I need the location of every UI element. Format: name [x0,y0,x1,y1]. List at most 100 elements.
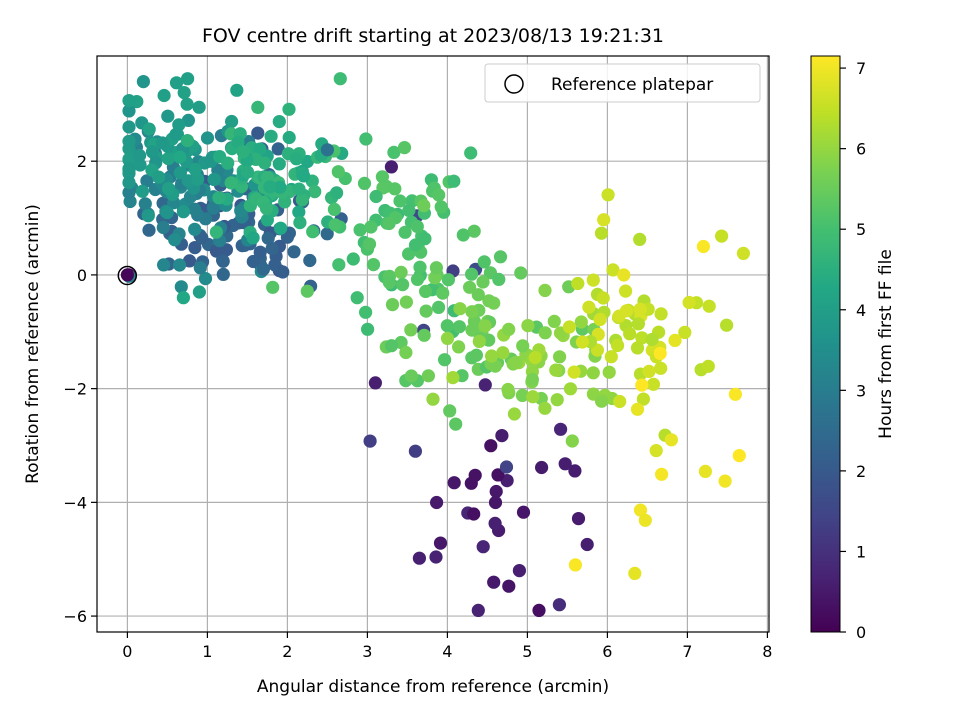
colorbar-tick-label: 6 [856,140,866,159]
data-point [287,245,301,259]
data-point [327,202,341,216]
data-point [472,334,486,348]
data-point [654,361,668,375]
data-point [122,134,136,148]
data-point [446,371,460,385]
colorbar-tick-label: 1 [856,542,866,561]
data-point [320,227,334,241]
data-point [736,246,751,260]
data-point [489,484,503,499]
data-point [209,225,223,239]
data-point [224,176,238,190]
data-point [289,152,303,166]
y-tick-label: −2 [63,380,87,399]
data-point [419,304,433,318]
data-point [678,325,692,339]
data-point [141,209,155,223]
data-point [412,551,426,565]
data-point [432,300,446,314]
colorbar-tick-label: 7 [856,59,866,78]
data-point [532,603,546,618]
data-point [410,272,425,286]
data-point [402,247,416,261]
data-point [350,291,364,305]
data-point [272,115,286,129]
data-point [387,145,401,159]
data-point [368,376,382,390]
data-point [265,242,279,256]
data-point [633,232,647,246]
data-point [161,109,175,123]
data-point [646,377,661,391]
data-point [274,221,288,235]
data-point [668,333,682,347]
data-point [122,162,136,176]
data-point [552,598,567,612]
data-point [193,261,207,275]
data-point [467,507,481,521]
data-point [182,254,197,268]
data-point [465,323,479,337]
data-point [550,393,564,407]
data-point [382,275,396,290]
data-point [221,156,235,170]
colorbar-tick-label: 4 [856,301,866,320]
data-point [200,131,215,145]
data-point [375,170,389,184]
legend: Reference platepar [484,63,761,103]
data-point [628,566,642,581]
data-point [604,350,618,364]
legend-box [484,63,761,103]
data-point [601,188,615,202]
x-tick-label: 4 [442,642,452,661]
data-point [388,182,402,196]
data-point [452,320,466,334]
data-point [169,76,184,90]
data-point [493,250,508,264]
data-point [502,322,516,336]
data-point [366,258,381,272]
data-point [485,349,499,363]
data-point [273,180,287,194]
data-point [499,460,514,474]
data-point [195,231,209,245]
data-point [251,126,265,140]
colorbar-label: Hours from first FF file [876,249,896,439]
data-point [496,346,510,360]
data-point [417,199,431,213]
data-point [440,331,455,345]
data-point [363,434,377,448]
data-point [216,254,230,268]
data-point [593,312,607,327]
data-point [447,174,461,188]
data-point [397,141,412,155]
data-point [421,369,435,383]
data-point [487,296,501,310]
data-point [702,299,716,313]
data-point [574,315,588,329]
data-point [682,295,696,310]
data-point [188,222,202,236]
colorbar-tick-label: 0 [856,623,866,642]
data-point [157,258,171,272]
x-tick-label: 5 [522,642,532,661]
data-point [187,202,202,216]
data-point [429,261,443,275]
data-point [654,307,668,321]
data-point [471,603,485,618]
data-point [623,327,637,341]
data-point [396,278,410,292]
y-axis-label: Rotation from reference (arcmin) [23,204,43,484]
data-point [331,165,345,179]
data-point [282,130,296,145]
data-point [611,338,625,353]
x-axis-label: Angular distance from reference (arcmin) [257,677,609,697]
data-point [633,302,647,316]
data-point [236,145,250,159]
legend-marker-icon [504,74,524,94]
data-point [568,558,583,572]
data-point [538,326,552,340]
data-points [120,72,751,618]
